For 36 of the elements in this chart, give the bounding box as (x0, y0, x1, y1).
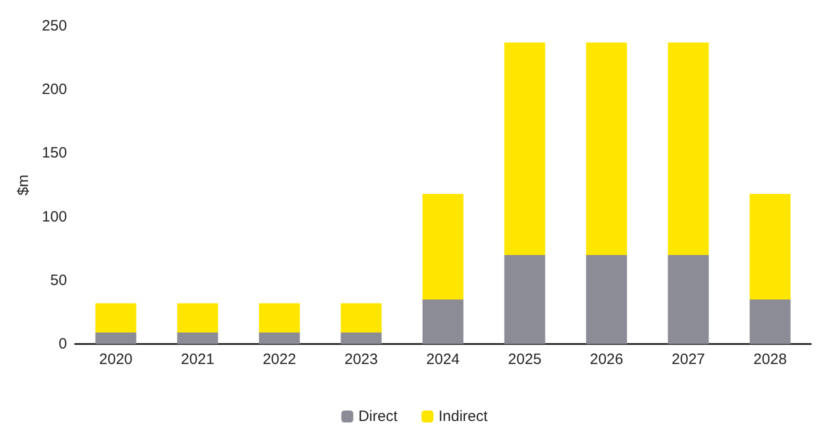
bar (422, 299, 464, 344)
bar (340, 303, 382, 333)
y-tick-label: 200 (42, 81, 67, 98)
x-tick-label: 2028 (753, 351, 787, 368)
bar (504, 254, 546, 344)
bar (95, 332, 136, 344)
bar (750, 299, 791, 344)
bar (586, 42, 627, 255)
y-tick-label: 250 (42, 18, 67, 34)
bar (340, 332, 382, 344)
bar (750, 194, 791, 300)
bar (668, 42, 709, 255)
x-tick-label: 2027 (672, 351, 706, 368)
bar (258, 303, 300, 333)
x-tick-label: 2024 (426, 351, 460, 368)
x-tick-label: 2025 (508, 351, 542, 368)
y-tick-label: 0 (58, 336, 67, 352)
y-tick-label: 50 (50, 272, 67, 289)
x-tick-label: 2023 (344, 351, 378, 368)
y-tick-label: 100 (42, 208, 67, 226)
y-tick-label: 150 (42, 144, 67, 162)
legend-label: Direct (358, 408, 398, 425)
bar (422, 194, 464, 300)
x-tick-label: 2021 (180, 351, 214, 368)
legend-label: Indirect (438, 408, 489, 425)
x-tick-label: 2022 (262, 351, 296, 368)
bar (668, 254, 709, 344)
y-axis-title: $m (15, 174, 32, 196)
bar (258, 332, 300, 344)
x-tick-label: 2020 (99, 351, 133, 368)
x-tick-label: 2026 (590, 351, 624, 368)
bar (177, 332, 218, 344)
bar (95, 303, 136, 333)
bar (504, 42, 546, 255)
bar (586, 254, 627, 344)
bar (177, 303, 218, 333)
